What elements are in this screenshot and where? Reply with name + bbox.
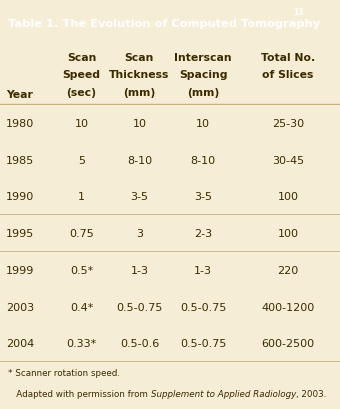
Text: 0.5-0.75: 0.5-0.75 (116, 302, 163, 312)
Text: Interscan: Interscan (174, 52, 232, 63)
Text: 600-2500: 600-2500 (261, 339, 315, 348)
Text: Total No.: Total No. (261, 52, 315, 63)
Text: 0.5*: 0.5* (70, 265, 93, 275)
Text: 8-10: 8-10 (191, 155, 216, 165)
Text: 1990: 1990 (6, 192, 34, 202)
Text: (mm): (mm) (123, 88, 155, 97)
Text: Supplement to Applied Radiology: Supplement to Applied Radiology (151, 389, 296, 398)
Text: 3: 3 (136, 229, 143, 238)
Text: 1: 1 (78, 192, 85, 202)
Text: 1-3: 1-3 (131, 265, 148, 275)
Text: 2004: 2004 (6, 339, 34, 348)
Text: Scan: Scan (125, 52, 154, 63)
Text: * Scanner rotation speed.: * Scanner rotation speed. (8, 368, 120, 377)
Text: Spacing: Spacing (179, 70, 227, 80)
Text: of Slices: of Slices (262, 70, 314, 80)
Text: 3-5: 3-5 (131, 192, 148, 202)
Text: 10: 10 (196, 119, 210, 128)
Text: 3-5: 3-5 (194, 192, 212, 202)
Text: 100: 100 (278, 229, 299, 238)
Text: 100: 100 (278, 192, 299, 202)
Text: Adapted with permission from: Adapted with permission from (8, 389, 151, 398)
Text: 1-3: 1-3 (194, 265, 212, 275)
Text: Table 1. The Evolution of Computed Tomography: Table 1. The Evolution of Computed Tomog… (8, 18, 321, 29)
Text: (mm): (mm) (187, 88, 219, 97)
Text: 1999: 1999 (6, 265, 34, 275)
Text: Year: Year (6, 90, 33, 100)
Text: 0.75: 0.75 (69, 229, 94, 238)
Text: 1980: 1980 (6, 119, 34, 128)
Text: 400-1200: 400-1200 (261, 302, 315, 312)
Text: 0.33*: 0.33* (67, 339, 97, 348)
Text: , 2003.: , 2003. (296, 389, 327, 398)
Text: 10: 10 (132, 119, 147, 128)
Text: 0.5-0.6: 0.5-0.6 (120, 339, 159, 348)
Text: 30-45: 30-45 (272, 155, 304, 165)
Text: 220: 220 (277, 265, 299, 275)
Text: Scan: Scan (67, 52, 96, 63)
Text: 2003: 2003 (6, 302, 34, 312)
Text: 13: 13 (293, 8, 304, 17)
Text: (sec): (sec) (67, 88, 97, 97)
Text: 0.4*: 0.4* (70, 302, 93, 312)
Text: 1985: 1985 (6, 155, 34, 165)
Text: 5: 5 (78, 155, 85, 165)
Text: 2-3: 2-3 (194, 229, 212, 238)
Text: Speed: Speed (63, 70, 101, 80)
Text: Thickness: Thickness (109, 70, 170, 80)
Text: 1995: 1995 (6, 229, 34, 238)
Text: 0.5-0.75: 0.5-0.75 (180, 302, 226, 312)
Text: 0.5-0.75: 0.5-0.75 (180, 339, 226, 348)
Text: 10: 10 (74, 119, 89, 128)
Text: 8-10: 8-10 (127, 155, 152, 165)
Text: 25-30: 25-30 (272, 119, 304, 128)
